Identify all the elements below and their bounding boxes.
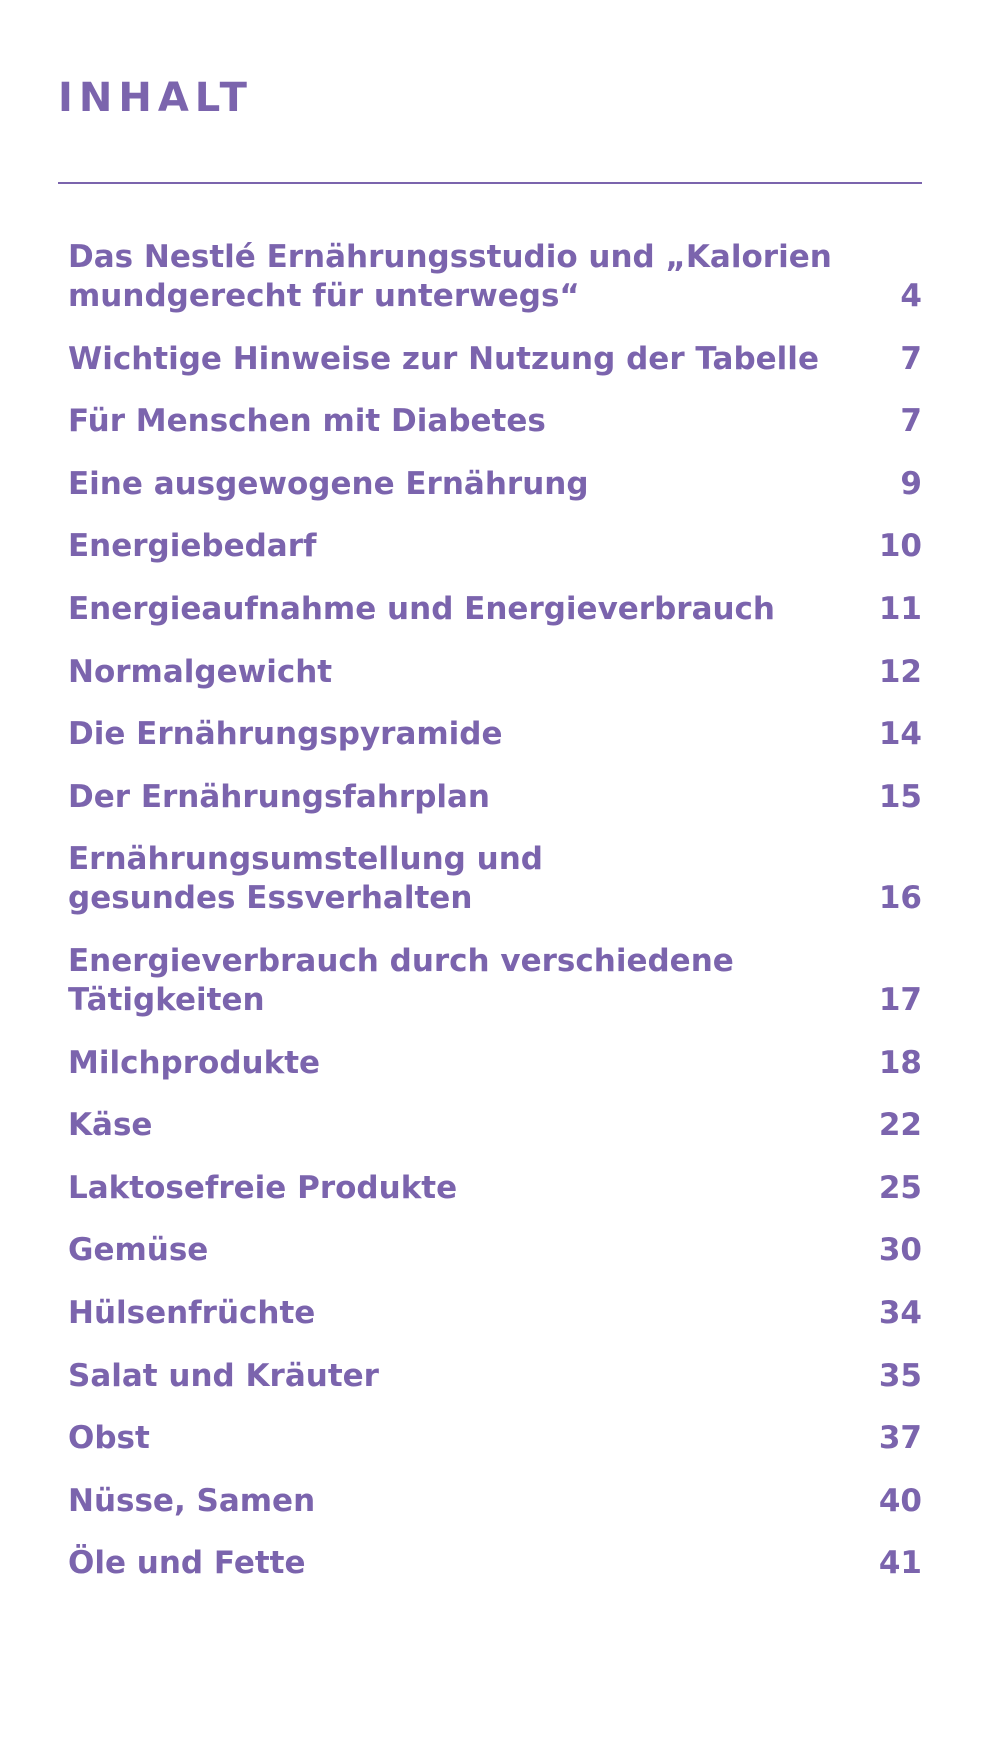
- toc-entry-title-line: Nüsse, Samen: [68, 1482, 316, 1519]
- toc-entry-title: Gemüse: [68, 1231, 862, 1270]
- toc-entry-title: Der Ernährungsfahrplan: [68, 778, 862, 817]
- toc-entry-title: Nüsse, Samen: [68, 1482, 862, 1521]
- toc-entry[interactable]: Die Ernährungspyramide 14: [68, 715, 922, 754]
- toc-entry[interactable]: Normalgewicht 12: [68, 653, 922, 692]
- toc-entry[interactable]: Der Ernährungsfahrplan 15: [68, 778, 922, 817]
- toc-entry-title: Salat und Kräuter: [68, 1357, 862, 1396]
- toc-entry[interactable]: Nüsse, Samen 40: [68, 1482, 922, 1521]
- toc-entry[interactable]: Laktosefreie Produkte 25: [68, 1169, 922, 1208]
- toc-entry-title-line: Gemüse: [68, 1232, 209, 1269]
- toc-entry[interactable]: Öle und Fette 41: [68, 1544, 922, 1583]
- toc-entry-title: Öle und Fette: [68, 1544, 862, 1583]
- toc-entry[interactable]: Energieverbrauch durch verschiedene Tätig…: [68, 942, 922, 1020]
- toc-entry-title-line: Hülsenfrüchte: [68, 1294, 316, 1331]
- toc-entry-title-line: mundgerecht für unterwegs“: [68, 278, 580, 314]
- toc-entry-title-line: Tätigkeiten: [68, 981, 265, 1018]
- toc-entry-page-number: 7: [900, 403, 922, 440]
- toc-entry-title: Laktosefreie Produkte: [68, 1169, 862, 1208]
- toc-entry[interactable]: Gemüse 30: [68, 1231, 922, 1270]
- toc-entry-title: Energiebedarf: [68, 527, 862, 566]
- toc-entry-title-line: Eine ausgewogene Ernährung: [68, 465, 589, 502]
- toc-entry-title-line: Käse: [68, 1107, 153, 1144]
- toc-entry-page-number: 14: [878, 716, 922, 753]
- toc-entry-title-line: Der Ernährungsfahrplan: [68, 778, 490, 815]
- toc-entry-title: Energieaufnahme und Energieverbrauch: [68, 590, 862, 629]
- toc-entry-page-number: 10: [878, 528, 922, 565]
- toc-entry-title: Käse: [68, 1106, 862, 1145]
- toc-entry[interactable]: Milchprodukte 18: [68, 1044, 922, 1083]
- toc-entry[interactable]: Ernährungsumstellung und gesundes Essverh…: [68, 840, 922, 918]
- toc-entry-title-line: Das Nestlé Ernährungsstudio und „Kalorie…: [68, 239, 832, 275]
- toc-entry[interactable]: Hülsenfrüchte 34: [68, 1294, 922, 1333]
- toc-entry-title: Das Nestlé Ernährungsstudio und „Kalorie…: [68, 238, 862, 316]
- toc-entry-title: Für Menschen mit Diabetes: [68, 402, 862, 441]
- toc-entry-title-line: Öle und Fette: [68, 1545, 306, 1582]
- toc-entry-title-line: Energiebedarf: [68, 528, 317, 565]
- title-divider: [58, 182, 922, 184]
- toc-entry-title: Wichtige Hinweise zur Nutzung der Tabell…: [68, 340, 862, 379]
- toc-entry-page-number: 16: [878, 880, 922, 917]
- toc-entry-title-line: Laktosefreie Produkte: [68, 1169, 458, 1206]
- toc-entry-page-number: 41: [878, 1545, 922, 1582]
- toc-entry-title: Milchprodukte: [68, 1044, 862, 1083]
- toc-entry-title-line: Die Ernährungspyramide: [68, 716, 503, 753]
- toc-entry-page-number: 25: [878, 1169, 922, 1206]
- toc-entry[interactable]: Eine ausgewogene Ernährung 9: [68, 465, 922, 504]
- toc-entry-title: Hülsenfrüchte: [68, 1294, 862, 1333]
- toc-entry-title-line: gesundes Essverhalten: [68, 880, 473, 917]
- toc-entry[interactable]: Salat und Kräuter 35: [68, 1357, 922, 1396]
- toc-entry[interactable]: Energiebedarf 10: [68, 527, 922, 566]
- toc-entry[interactable]: Käse 22: [68, 1106, 922, 1145]
- toc-entry-title: Obst: [68, 1419, 862, 1458]
- toc-entry-title-line: Milchprodukte: [68, 1044, 321, 1081]
- toc-entry-page-number: 40: [878, 1482, 922, 1519]
- toc-entry[interactable]: Wichtige Hinweise zur Nutzung der Tabell…: [68, 340, 922, 379]
- toc-entry[interactable]: Für Menschen mit Diabetes 7: [68, 402, 922, 441]
- toc-entry-title-line: Wichtige Hinweise zur Nutzung der Tabell…: [68, 340, 819, 377]
- toc-entry-title: Normalgewicht: [68, 653, 862, 692]
- toc-entry-page-number: 22: [878, 1107, 922, 1144]
- toc-entry-title-line: Für Menschen mit Diabetes: [68, 403, 546, 440]
- toc-entry-page-number: 11: [878, 590, 922, 627]
- toc-entry[interactable]: Das Nestlé Ernährungsstudio und „Kalorie…: [68, 238, 922, 316]
- toc-entry-title-line: Ernährungsumstellung und: [68, 841, 543, 878]
- toc-entry-page-number: 7: [900, 340, 922, 377]
- page-title: INHALT: [58, 75, 253, 121]
- toc-entry-page-number: 37: [878, 1420, 922, 1457]
- toc-entry-title-line: Energieaufnahme und Energieverbrauch: [68, 590, 776, 627]
- toc-entry-title-line: Normalgewicht: [68, 653, 333, 690]
- table-of-contents: Das Nestlé Ernährungsstudio und „Kalorie…: [68, 238, 922, 1607]
- toc-entry-title-line: Salat und Kräuter: [68, 1357, 379, 1394]
- toc-entry-page-number: 4: [900, 278, 922, 314]
- toc-entry-title: Energieverbrauch durch verschiedene Tätig…: [68, 942, 862, 1020]
- toc-entry-title: Die Ernährungspyramide: [68, 715, 862, 754]
- toc-entry-title: Ernährungsumstellung und gesundes Essverh…: [68, 840, 862, 918]
- toc-entry-page-number: 15: [878, 778, 922, 815]
- toc-entry-title: Eine ausgewogene Ernährung: [68, 465, 862, 504]
- toc-entry-page-number: 30: [878, 1232, 922, 1269]
- toc-entry-page-number: 17: [878, 981, 922, 1018]
- toc-entry[interactable]: Energieaufnahme und Energieverbrauch 11: [68, 590, 922, 629]
- toc-entry-page-number: 9: [900, 465, 922, 502]
- toc-entry-page-number: 18: [878, 1044, 922, 1081]
- toc-entry-page-number: 35: [878, 1357, 922, 1394]
- toc-entry-title-line: Obst: [68, 1420, 150, 1457]
- toc-entry-page-number: 34: [878, 1294, 922, 1331]
- toc-entry[interactable]: Obst 37: [68, 1419, 922, 1458]
- toc-entry-title-line: Energieverbrauch durch verschiedene: [68, 942, 734, 979]
- toc-entry-page-number: 12: [878, 653, 922, 690]
